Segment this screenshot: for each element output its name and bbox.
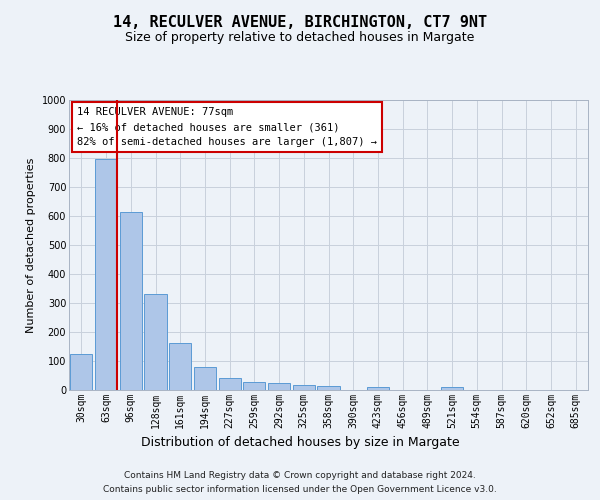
Bar xyxy=(268,384,290,390)
Text: Contains public sector information licensed under the Open Government Licence v3: Contains public sector information licen… xyxy=(103,484,497,494)
Y-axis label: Number of detached properties: Number of detached properties xyxy=(26,158,36,332)
Bar xyxy=(119,212,142,390)
Bar xyxy=(218,378,241,390)
Text: Contains HM Land Registry data © Crown copyright and database right 2024.: Contains HM Land Registry data © Crown c… xyxy=(124,472,476,480)
Text: 14 RECULVER AVENUE: 77sqm
← 16% of detached houses are smaller (361)
82% of semi: 14 RECULVER AVENUE: 77sqm ← 16% of detac… xyxy=(77,108,377,147)
Bar xyxy=(194,368,216,390)
Bar xyxy=(367,387,389,390)
Text: Distribution of detached houses by size in Margate: Distribution of detached houses by size … xyxy=(140,436,460,449)
Bar xyxy=(145,294,167,390)
Bar xyxy=(317,386,340,390)
Bar xyxy=(243,382,265,390)
Bar xyxy=(441,387,463,390)
Text: Size of property relative to detached houses in Margate: Size of property relative to detached ho… xyxy=(125,31,475,44)
Text: 14, RECULVER AVENUE, BIRCHINGTON, CT7 9NT: 14, RECULVER AVENUE, BIRCHINGTON, CT7 9N… xyxy=(113,15,487,30)
Bar xyxy=(169,342,191,390)
Bar xyxy=(95,160,117,390)
Bar xyxy=(70,354,92,390)
Bar xyxy=(293,385,315,390)
